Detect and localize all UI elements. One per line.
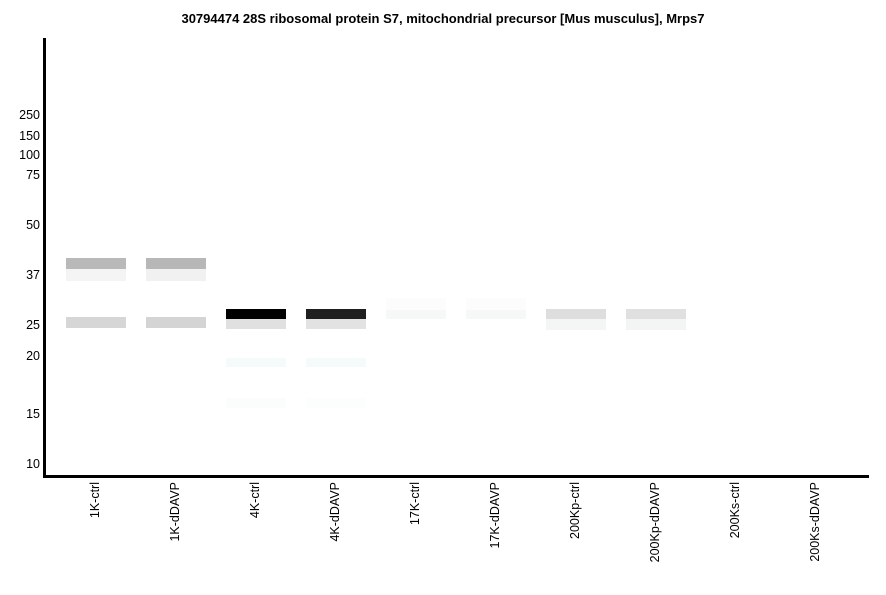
- blot-band: [66, 269, 126, 281]
- x-lane-label: 200Ks-dDAVP: [808, 482, 822, 562]
- x-axis-line: [43, 475, 869, 478]
- blot-band: [386, 298, 446, 310]
- blot-band: [306, 358, 366, 367]
- y-tick-label: 25: [26, 318, 40, 332]
- blot-band: [626, 309, 686, 319]
- y-tick-label: 75: [26, 168, 40, 182]
- y-tick-label: 50: [26, 218, 40, 232]
- blot-band: [466, 310, 526, 319]
- x-lane-label: 4K-ctrl: [248, 482, 262, 519]
- blot-band: [306, 309, 366, 319]
- blot-band: [546, 319, 606, 330]
- y-tick-label: 10: [26, 457, 40, 471]
- y-tick-label: 15: [26, 407, 40, 421]
- blot-band: [226, 358, 286, 367]
- blot-band: [146, 317, 206, 328]
- x-lane-label: 17K-dDAVP: [488, 482, 502, 549]
- x-lane-label: 17K-ctrl: [408, 482, 422, 526]
- blot-band: [226, 309, 286, 319]
- blot-band: [226, 398, 286, 408]
- y-tick-label: 37: [26, 268, 40, 282]
- x-lane-label: 1K-dDAVP: [168, 482, 182, 542]
- y-axis-line: [43, 38, 46, 478]
- y-tick-label: 20: [26, 349, 40, 363]
- blot-band: [466, 298, 526, 310]
- blot-band: [546, 309, 606, 319]
- blot-band: [66, 258, 126, 269]
- x-lane-label: 200Kp-dDAVP: [648, 482, 662, 563]
- x-lane-label: 200Kp-ctrl: [568, 482, 582, 539]
- x-lane-label: 1K-ctrl: [88, 482, 102, 519]
- blot-band: [386, 310, 446, 319]
- y-tick-label: 100: [19, 148, 40, 162]
- y-tick-label: 250: [19, 108, 40, 122]
- blot-band: [146, 269, 206, 281]
- blot-band: [306, 319, 366, 329]
- blot-band: [146, 258, 206, 269]
- x-lane-label: 4K-dDAVP: [328, 482, 342, 542]
- y-tick-label: 150: [19, 129, 40, 143]
- blot-band: [306, 398, 366, 408]
- blot-band: [226, 319, 286, 329]
- blot-band: [66, 317, 126, 328]
- x-lane-label: 200Ks-ctrl: [728, 482, 742, 539]
- blot-band: [626, 319, 686, 330]
- chart-title: 30794474 28S ribosomal protein S7, mitoc…: [181, 11, 705, 26]
